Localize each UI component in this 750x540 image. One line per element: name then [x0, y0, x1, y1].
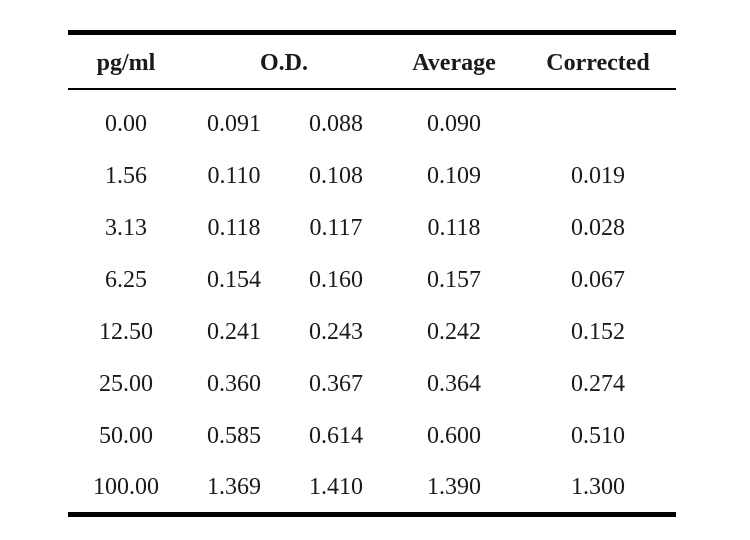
table-header-row: pg/ml O.D. Average Corrected	[68, 35, 676, 88]
cell-concentration: 100.00	[93, 473, 159, 500]
header-concentration: pg/ml	[96, 49, 156, 76]
table-row: 3.13 0.118 0.117 0.118 0.028	[68, 202, 676, 254]
cell-od-1: 0.118	[207, 214, 261, 241]
cell-od-2: 0.243	[309, 318, 363, 345]
cell-concentration: 50.00	[99, 422, 153, 449]
cell-od-2: 0.160	[309, 266, 363, 293]
cell-od-2: 0.108	[309, 162, 363, 189]
cell-average: 0.157	[427, 266, 481, 293]
cell-od-1: 0.241	[207, 318, 261, 345]
table-row: 6.25 0.154 0.160 0.157 0.067	[68, 254, 676, 306]
cell-od-1: 0.154	[207, 266, 261, 293]
cell-corrected	[548, 98, 648, 150]
table-top-rule	[68, 30, 676, 35]
cell-od-1: 0.360	[207, 370, 261, 397]
cell-corrected: 0.067	[571, 266, 625, 293]
standard-curve-table: pg/ml O.D. Average Corrected 0.00 0.091 …	[68, 30, 676, 517]
cell-average: 0.242	[427, 318, 481, 345]
cell-od-1: 0.091	[207, 110, 261, 137]
cell-corrected: 1.300	[571, 473, 625, 500]
header-average: Average	[412, 49, 496, 76]
header-corrected: Corrected	[546, 49, 650, 76]
cell-average: 0.364	[427, 370, 481, 397]
table-row: 25.00 0.360 0.367 0.364 0.274	[68, 358, 676, 410]
header-od: O.D.	[260, 49, 308, 76]
cell-average: 1.390	[427, 473, 481, 500]
cell-od-2: 0.117	[309, 214, 363, 241]
cell-corrected: 0.274	[571, 370, 625, 397]
cell-concentration: 6.25	[105, 266, 147, 293]
cell-od-2: 0.367	[309, 370, 363, 397]
table-row: 50.00 0.585 0.614 0.600 0.510	[68, 410, 676, 462]
cell-concentration: 12.50	[99, 318, 153, 345]
table-row: 12.50 0.241 0.243 0.242 0.152	[68, 306, 676, 358]
cell-corrected: 0.510	[571, 422, 625, 449]
cell-concentration: 0.00	[105, 110, 147, 137]
cell-corrected: 0.019	[571, 162, 625, 189]
cell-average: 0.090	[427, 110, 481, 137]
cell-concentration: 25.00	[99, 370, 153, 397]
cell-corrected: 0.028	[571, 214, 625, 241]
table-header-rule	[68, 88, 676, 90]
cell-od-2: 0.088	[309, 110, 363, 137]
cell-average: 0.600	[427, 422, 481, 449]
cell-concentration: 1.56	[105, 162, 147, 189]
cell-average: 0.118	[427, 214, 481, 241]
cell-od-1: 0.110	[207, 162, 261, 189]
table-body: 0.00 0.091 0.088 0.090 1.56 0.110 0.108 …	[68, 98, 676, 512]
cell-average: 0.109	[427, 162, 481, 189]
cell-od-2: 1.410	[309, 473, 363, 500]
cell-concentration: 3.13	[105, 214, 147, 241]
cell-od-2: 0.614	[309, 422, 363, 449]
cell-corrected: 0.152	[571, 318, 625, 345]
cell-od-1: 1.369	[207, 473, 261, 500]
table-bottom-rule	[68, 512, 676, 517]
table-row: 1.56 0.110 0.108 0.109 0.019	[68, 150, 676, 202]
table-row: 100.00 1.369 1.410 1.390 1.300	[68, 462, 676, 512]
table-row: 0.00 0.091 0.088 0.090	[68, 98, 676, 150]
cell-od-1: 0.585	[207, 422, 261, 449]
